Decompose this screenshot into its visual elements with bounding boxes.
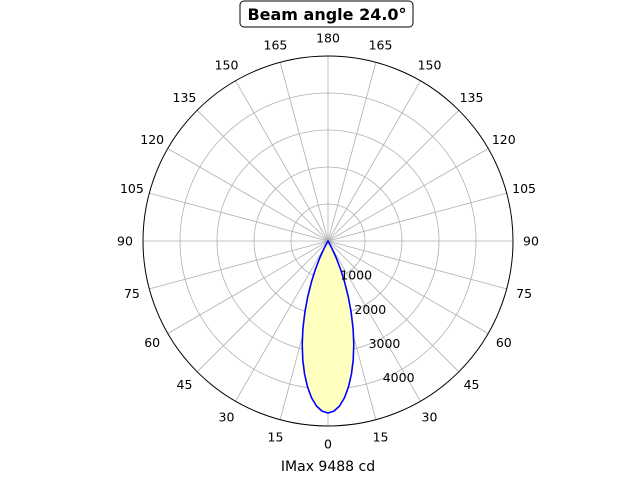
angle-tick-label: 30 <box>219 409 235 424</box>
polar-grid <box>143 56 513 426</box>
angle-gridline <box>327 192 507 242</box>
angle-tick-label: 90 <box>523 234 539 249</box>
data-layer <box>301 240 355 414</box>
angle-gridline <box>149 192 329 242</box>
angle-tick-label: 75 <box>124 286 140 301</box>
angle-tick-label: 0 <box>324 437 332 452</box>
radial-tick-label: 3000 <box>369 336 401 351</box>
angle-tick-label: 135 <box>460 90 484 105</box>
angle-tick-label: 60 <box>144 335 160 350</box>
angle-tick-label: 45 <box>464 377 480 392</box>
angle-tick-label: 105 <box>120 181 144 196</box>
chart-title-text: Beam angle 24.0° <box>247 5 406 24</box>
angle-gridline <box>235 240 329 402</box>
angle-gridline <box>235 80 329 242</box>
angle-tick-label: 30 <box>422 409 438 424</box>
angle-gridline <box>327 240 460 373</box>
angle-gridline <box>149 240 329 290</box>
radial-tick-label: 4000 <box>383 370 415 385</box>
radial-tick-label: 1000 <box>340 268 372 283</box>
intensity-curve <box>301 240 355 414</box>
angle-gridline <box>279 62 329 242</box>
angle-tick-label: 15 <box>373 430 389 445</box>
angle-gridline <box>327 240 489 334</box>
angle-tick-label: 15 <box>268 430 284 445</box>
x-axis-label: IMax 9488 cd <box>281 459 375 475</box>
angle-tick-label: 150 <box>215 58 239 73</box>
angle-gridline <box>327 109 460 242</box>
angle-tick-label: 135 <box>173 90 197 105</box>
radial-tick-label: 2000 <box>354 302 386 317</box>
angle-gridline <box>327 62 377 242</box>
angle-tick-label: 165 <box>369 37 393 52</box>
chart-title-box <box>239 0 414 28</box>
angle-tick-label: 165 <box>264 37 288 52</box>
angle-gridline <box>196 109 329 242</box>
angle-gridline <box>196 240 329 373</box>
angle-tick-label: 45 <box>177 377 193 392</box>
polar-frame <box>142 55 514 427</box>
angle-tick-label: 120 <box>140 132 164 147</box>
angle-tick-label: 75 <box>516 286 532 301</box>
angle-gridline <box>167 240 329 334</box>
angle-tick-label: 150 <box>418 58 442 73</box>
chart-title: Beam angle 24.0° <box>239 0 414 28</box>
angle-tick-label: 90 <box>117 234 133 249</box>
angle-tick-label: 120 <box>492 132 516 147</box>
angle-tick-label: 105 <box>512 181 536 196</box>
intensity-fill <box>302 241 354 414</box>
angle-tick-label: 180 <box>316 31 340 46</box>
angle-gridline <box>327 148 489 242</box>
angle-gridline <box>327 80 421 242</box>
angle-tick-label: 60 <box>496 335 512 350</box>
angle-gridline <box>327 240 507 290</box>
angle-gridline <box>327 240 421 402</box>
angle-gridline <box>167 148 329 242</box>
